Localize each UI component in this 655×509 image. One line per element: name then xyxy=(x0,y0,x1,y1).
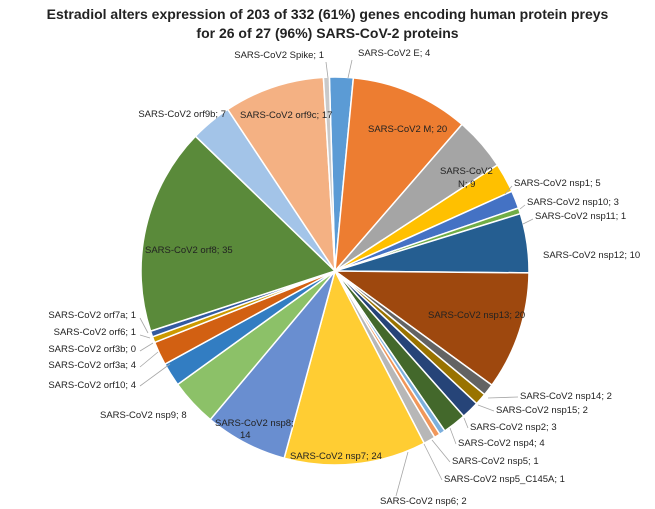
label-sars-cov2-nsp15-2: SARS-CoV2 nsp15; 2 xyxy=(496,405,588,416)
chart-title-line-1: Estradiol alters expression of 203 of 33… xyxy=(46,6,609,22)
label-sars-cov2-orf7a-1: SARS-CoV2 orf7a; 1 xyxy=(48,310,136,321)
leader-line xyxy=(395,451,409,497)
leader-line xyxy=(477,404,495,412)
label-sars-cov2-orf6-1: SARS-CoV2 orf6; 1 xyxy=(54,327,136,338)
label-sars-cov2-nsp11-1: SARS-CoV2 nsp11; 1 xyxy=(535,211,626,222)
leader-line xyxy=(325,61,329,79)
label-sars-cov2-nsp5-c145a-1: SARS-CoV2 nsp5_C145A; 1 xyxy=(444,474,565,485)
label-sars-cov2-nsp7-24: SARS-CoV2 nsp7; 24 xyxy=(290,451,382,462)
leader-line xyxy=(139,334,151,339)
label-sars-cov2-nsp2-3: SARS-CoV2 nsp2; 3 xyxy=(470,422,557,433)
leader-line xyxy=(522,218,534,225)
leader-line xyxy=(139,363,171,387)
label-sars-cov2-m-20: SARS-CoV2 M; 20 xyxy=(368,124,447,135)
slice-sars-cov2-orf8 xyxy=(140,135,337,333)
label-sars-cov2-nsp10-3: SARS-CoV2 nsp10; 3 xyxy=(527,197,619,208)
label-sars-cov2-nsp5-1: SARS-CoV2 nsp5; 1 xyxy=(452,456,539,467)
label-sars-cov2-nsp13-20: SARS-CoV2 nsp13; 20 xyxy=(428,310,525,321)
leader-line xyxy=(504,185,513,195)
label-sars-cov2-orf8-35: SARS-CoV2 orf8; 35 xyxy=(145,245,233,256)
label-sars-cov2-nsp6-2: SARS-CoV2 nsp6; 2 xyxy=(380,496,467,507)
label-sars-cov2-orf3a-4: SARS-CoV2 orf3a; 4 xyxy=(48,360,136,371)
label-sars-cov2-nsp8: SARS-CoV2 nsp8; xyxy=(215,418,294,429)
slice-sars-cov2-nsp7 xyxy=(283,268,426,466)
leader-line xyxy=(139,317,149,334)
label-sars-cov2-e-4: SARS-CoV2 E; 4 xyxy=(358,48,430,59)
leader-line xyxy=(519,204,526,210)
leader-line xyxy=(431,439,451,463)
leader-line xyxy=(423,443,443,481)
label-sars-cov2-nsp9-8: SARS-CoV2 nsp9; 8 xyxy=(100,410,187,421)
label-sars-cov2-nsp12-10: SARS-CoV2 nsp12; 10 xyxy=(543,250,640,261)
slice-sars-cov2-orf9c xyxy=(226,76,336,274)
label-sars-cov2-nsp14-2: SARS-CoV2 nsp14; 2 xyxy=(520,391,612,402)
leader-lines xyxy=(139,59,534,497)
label-n-9: N; 9 xyxy=(458,179,475,190)
label-sars-cov2-orf10-4: SARS-CoV2 orf10; 4 xyxy=(48,380,136,391)
leader-line xyxy=(139,342,154,352)
label-sars-cov2-orf9c-17: SARS-CoV2 orf9c; 17 xyxy=(240,110,332,121)
label-sars-cov2-spike-1: SARS-CoV2 Spike; 1 xyxy=(234,50,324,61)
slice-sars-cov2-m xyxy=(334,77,464,274)
label-sars-cov2-nsp1-5: SARS-CoV2 nsp1; 5 xyxy=(514,178,601,189)
label-sars-cov2-orf9b-7: SARS-CoV2 orf9b; 7 xyxy=(138,109,226,120)
label-sars-cov2-nsp4-4: SARS-CoV2 nsp4; 4 xyxy=(458,438,545,449)
pie-slices xyxy=(140,76,530,466)
label-sars-cov2: SARS-CoV2 xyxy=(440,166,493,177)
leader-line xyxy=(139,351,159,368)
label-14: 14 xyxy=(240,430,251,441)
leader-line xyxy=(449,427,457,445)
slice-sars-cov2-spike xyxy=(322,76,336,272)
leader-line xyxy=(347,59,353,79)
leader-line xyxy=(487,396,519,399)
leader-line xyxy=(463,417,469,429)
slice-labels: SARS-CoV2 E; 4 SARS-CoV2 M; 20 SARS-CoV2 N;… xyxy=(48,48,640,507)
slice-sars-cov2-nsp13 xyxy=(332,270,530,387)
label-sars-cov2-orf3b-0: SARS-CoV2 orf3b; 0 xyxy=(48,344,136,355)
chart-title-line-2: for 26 of 27 (96%) SARS-CoV-2 proteins xyxy=(196,25,459,41)
